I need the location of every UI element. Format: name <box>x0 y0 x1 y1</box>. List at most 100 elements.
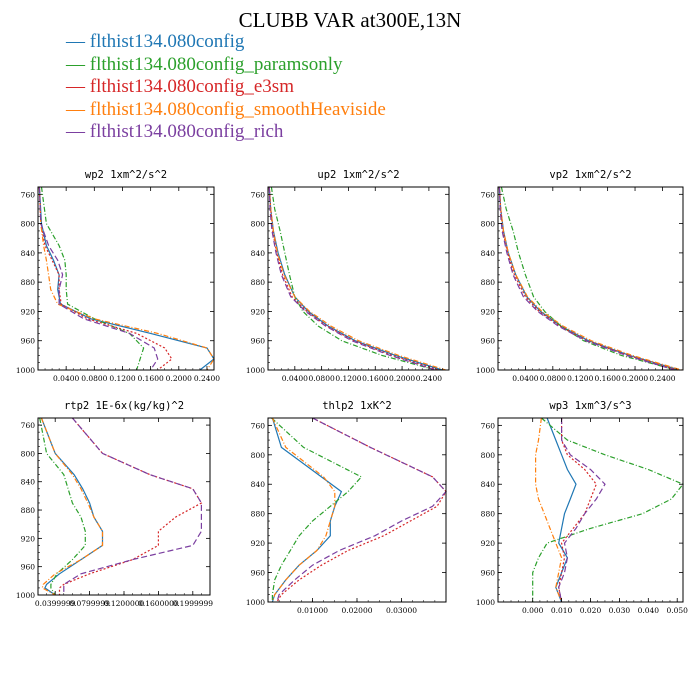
x-tick-label: 0.2000 <box>389 374 415 383</box>
series-line <box>546 417 577 603</box>
legend-item: — flthist134.080config_paramsonly <box>66 53 343 75</box>
y-tick-label: 960 <box>251 569 266 578</box>
series-line <box>500 186 677 371</box>
panel: up2 1xm^2/s^2 760 800 840 880 920 960 1000 0.040… <box>246 169 450 383</box>
legend: — flthist134.080config — flthist134.080co… <box>66 31 386 144</box>
panel: vp2 1xm^2/s^2 760 800 840 880 920 960 1000 0.040… <box>476 169 684 383</box>
y-tick-label: 880 <box>251 278 266 287</box>
plot-frame <box>497 417 684 603</box>
panel: wp3 1xm^3/s^3 760 800 840 880 920 960 1000 0.000… <box>476 400 688 615</box>
y-tick-label: 920 <box>481 539 496 548</box>
plot-frame <box>37 417 211 596</box>
series-line <box>268 186 436 371</box>
y-tick-label: 880 <box>21 506 36 515</box>
x-tick-label: 0.020 <box>580 606 602 615</box>
series-line <box>268 186 440 371</box>
series-line <box>276 417 447 603</box>
y-tick-label: 840 <box>251 249 266 258</box>
x-tick-label: 0.1600 <box>362 374 388 383</box>
y-tick-label: 840 <box>481 249 496 258</box>
series-line <box>276 417 447 603</box>
x-tick-label: 0.0800 <box>81 374 107 383</box>
y-tick-label: 840 <box>21 249 36 258</box>
y-tick-label: 760 <box>251 190 266 199</box>
x-tick-label: 0.02000 <box>341 606 372 615</box>
panel: thlp2 1xK^2 760 800 840 880 920 960 1000 0.01000… <box>246 400 447 615</box>
y-tick-label: 880 <box>481 510 496 519</box>
panel-title: thlp2 1xK^2 <box>322 400 392 412</box>
legend-item: — flthist134.080config_rich <box>66 121 284 142</box>
series-line <box>38 186 173 371</box>
x-tick-label: 0.0799999 <box>69 599 110 608</box>
y-tick-label: 760 <box>21 421 36 430</box>
x-tick-label: 0.1200 <box>567 374 593 383</box>
x-tick-label: 0.03000 <box>386 606 417 615</box>
series-line <box>40 186 145 371</box>
y-tick-label: 800 <box>481 220 496 229</box>
panel: wp2 1xm^2/s^2 760 800 840 880 920 960 1000 0.040… <box>16 169 220 383</box>
x-tick-label: 0.050 <box>666 606 688 615</box>
series-line <box>38 186 215 371</box>
y-tick-label: 1000 <box>16 591 35 600</box>
x-tick-label: 0.2000 <box>166 374 192 383</box>
x-tick-label: 0.01000 <box>297 606 328 615</box>
x-tick-label: 0.0800 <box>540 374 566 383</box>
series-line <box>558 418 597 603</box>
series-line <box>534 417 563 603</box>
x-tick-label: 0.0400 <box>282 374 308 383</box>
x-tick-label: 0.010 <box>551 606 573 615</box>
y-tick-label: 800 <box>251 451 266 460</box>
series-line <box>63 417 202 595</box>
x-tick-label: 0.0800 <box>309 374 335 383</box>
panel-title: wp2 1xm^2/s^2 <box>85 169 167 181</box>
series-line <box>498 186 682 371</box>
y-tick-label: 800 <box>21 449 36 458</box>
series-line <box>271 417 336 603</box>
x-tick-label: 0.030 <box>609 606 631 615</box>
y-tick-label: 960 <box>21 337 36 346</box>
y-tick-label: 800 <box>251 220 266 229</box>
series-line <box>271 417 343 603</box>
x-tick-label: 0.040 <box>638 606 660 615</box>
panel-title: vp2 1xm^2/s^2 <box>549 169 631 181</box>
x-tick-label: 0.1200 <box>335 374 361 383</box>
plot-frame <box>267 186 450 371</box>
y-tick-label: 960 <box>251 337 266 346</box>
y-tick-label: 1000 <box>16 366 35 375</box>
y-tick-label: 840 <box>21 478 36 487</box>
legend-item: — flthist134.080config <box>66 31 245 52</box>
series-line <box>38 186 159 371</box>
x-tick-label: 0.0400 <box>512 374 538 383</box>
plot-frame <box>497 186 684 371</box>
series-line <box>558 418 606 603</box>
y-tick-label: 760 <box>251 421 266 430</box>
panel-title: up2 1xm^2/s^2 <box>317 169 399 181</box>
y-tick-label: 880 <box>251 510 266 519</box>
y-tick-label: 920 <box>21 534 36 543</box>
x-tick-label: 0.2400 <box>416 374 442 383</box>
y-tick-label: 920 <box>21 307 36 316</box>
y-tick-label: 760 <box>481 190 496 199</box>
x-tick-label: 0.000 <box>522 606 544 615</box>
y-tick-label: 1000 <box>476 366 495 375</box>
series-line <box>58 417 203 595</box>
series-line <box>38 186 215 371</box>
series-line <box>40 417 104 596</box>
series-line <box>39 417 86 596</box>
page-title: CLUBB VAR at300E,13N <box>238 8 462 32</box>
panel-title: wp3 1xm^3/s^3 <box>549 400 631 412</box>
y-tick-label: 960 <box>481 337 496 346</box>
series-line <box>498 186 678 371</box>
y-tick-label: 880 <box>481 278 496 287</box>
x-tick-label: 0.1999999 <box>173 599 214 608</box>
y-tick-label: 800 <box>481 451 496 460</box>
y-tick-label: 1000 <box>246 598 265 607</box>
plot-frame <box>267 417 447 603</box>
y-tick-label: 960 <box>481 569 496 578</box>
y-tick-label: 920 <box>481 307 496 316</box>
y-tick-label: 880 <box>21 278 36 287</box>
y-tick-label: 1000 <box>246 366 265 375</box>
series-line <box>268 186 446 371</box>
x-tick-label: 0.1600 <box>595 374 621 383</box>
